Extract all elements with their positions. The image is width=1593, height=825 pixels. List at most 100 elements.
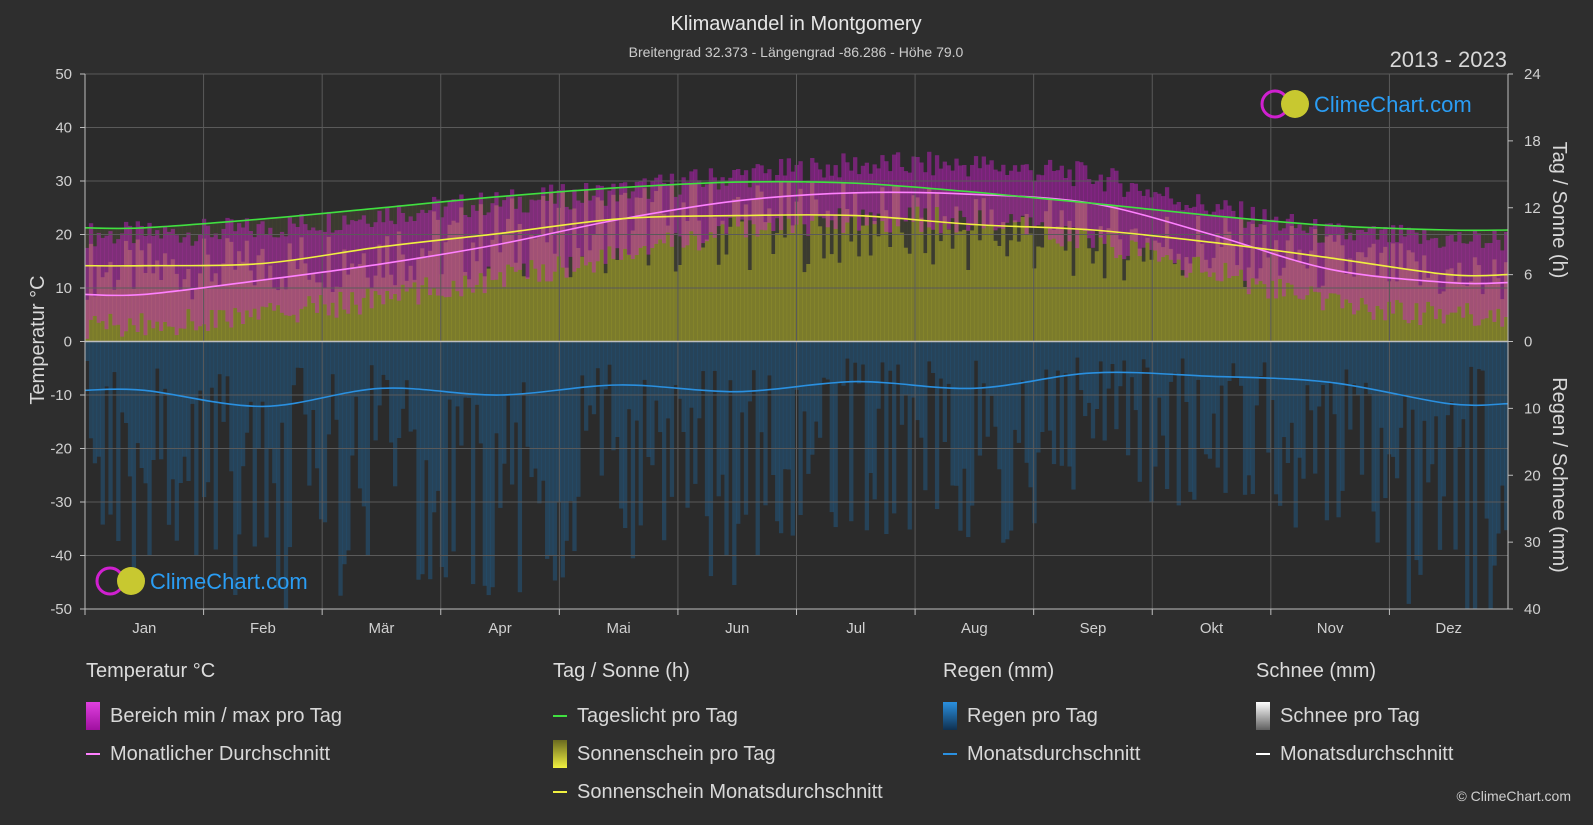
- daylight-bar: [330, 212, 335, 342]
- rain-bar: [981, 341, 986, 384]
- sunshine-bar: [817, 226, 823, 342]
- rain-bar: [626, 341, 632, 410]
- rain-bar: [474, 341, 480, 405]
- temp-range-bar: [307, 230, 312, 297]
- rain-bar: [911, 341, 916, 398]
- right-axis-top-label: Tag / Sonne (h): [1548, 142, 1570, 279]
- temp-range-bar: [1363, 232, 1369, 305]
- sunshine-bar: [322, 288, 328, 342]
- sunshine-bar: [537, 237, 542, 342]
- rain-bar: [587, 341, 593, 406]
- sunshine-bar: [1367, 247, 1372, 342]
- rain-bar: [541, 341, 546, 481]
- temp-range-bar: [1235, 218, 1240, 276]
- rain-bar: [307, 341, 312, 486]
- temp-range-bar: [194, 241, 199, 331]
- daylight-bar: [1122, 206, 1127, 342]
- rain-bar: [825, 341, 831, 380]
- sunshine-bar: [474, 261, 480, 342]
- temp-range-bar: [1242, 227, 1248, 281]
- rain-bar: [1453, 341, 1458, 550]
- temp-range-bar: [159, 238, 164, 331]
- temp-range-bar: [435, 199, 441, 296]
- sunshine-bar: [927, 188, 932, 342]
- sunshine-bar: [151, 273, 156, 342]
- rain-bar: [743, 341, 749, 515]
- sunshine-bar: [810, 182, 815, 342]
- rain-bar: [116, 341, 121, 541]
- sunshine-bar: [1032, 268, 1037, 342]
- daylight-bar: [315, 213, 320, 342]
- rain-bar: [591, 341, 597, 415]
- legend-label: Monatsdurchschnitt: [1280, 742, 1454, 765]
- temp-range-bar: [1055, 170, 1061, 244]
- rain-bar: [322, 341, 328, 523]
- sunshine-bar: [845, 209, 850, 342]
- sunshine-bar: [229, 241, 234, 342]
- temp-range-bar: [880, 155, 885, 222]
- temp-range-bar: [946, 165, 951, 230]
- temp-range-bar: [677, 194, 682, 237]
- rain-bar: [1328, 341, 1333, 382]
- temp-range-bar: [1028, 170, 1033, 218]
- temp-range-bar: [1125, 191, 1131, 256]
- rain-bar: [552, 341, 558, 581]
- daylight-bar: [392, 206, 398, 342]
- sunshine-bar: [315, 282, 320, 342]
- rain-bar: [642, 341, 647, 380]
- sunshine-bar: [1184, 257, 1189, 342]
- sunshine-bar: [1238, 218, 1244, 342]
- sunshine-bar: [1469, 281, 1474, 342]
- temp-range-bar: [123, 221, 129, 332]
- temp-range-bar: [431, 196, 437, 288]
- sunshine-bar: [198, 273, 203, 342]
- sunshine-bar: [1242, 287, 1248, 342]
- temp-range-bar: [174, 235, 179, 336]
- line-swatch-icon: [86, 753, 100, 755]
- rain-bar: [252, 341, 257, 547]
- chart-lines: [84, 180, 1509, 408]
- left-tick-label: 0: [64, 334, 72, 351]
- rain-bar: [817, 341, 823, 438]
- right-axis-bottom-label: Regen / Schnee (mm): [1548, 377, 1570, 573]
- rain-bar: [1242, 341, 1248, 495]
- temp-range-bar: [1437, 247, 1443, 310]
- temp-range-bar: [400, 213, 406, 285]
- temp-range-bar: [747, 187, 753, 221]
- temp-range-bar: [751, 168, 756, 225]
- rain-bar: [1375, 341, 1380, 543]
- temp-range-bar: [478, 192, 484, 274]
- rain-bar: [447, 341, 452, 400]
- temp-range-bar: [108, 231, 113, 314]
- rain-bar: [221, 341, 226, 422]
- sunshine-bar: [1465, 285, 1470, 342]
- rain-bar: [151, 341, 156, 460]
- sunshine-bar: [1012, 220, 1018, 342]
- sunshine-bar: [385, 236, 390, 342]
- rain-bar: [782, 341, 788, 470]
- daylight-bar: [1242, 218, 1248, 342]
- daylight-line: [84, 180, 1509, 232]
- temp-range-bar: [256, 224, 261, 320]
- rain-bar: [954, 341, 959, 486]
- temp-range-bar: [833, 165, 838, 229]
- sunshine-bar: [1492, 259, 1497, 342]
- rain-bar: [693, 341, 698, 484]
- temp-range-bar: [1227, 205, 1232, 279]
- temp-range-bar: [786, 158, 792, 219]
- sunshine-bar: [490, 239, 495, 342]
- rain-bar: [611, 341, 616, 451]
- temp-range-bar: [221, 228, 226, 311]
- temp-range-bar: [225, 217, 230, 322]
- sunshine-bar: [307, 279, 312, 342]
- temp-range-bar: [1192, 206, 1197, 258]
- chart-subtitle: Breitengrad 32.373 - Längengrad -86.286 …: [629, 44, 964, 60]
- month-label: Mai: [607, 620, 631, 637]
- rain-bar: [837, 341, 842, 382]
- temp-range-bar: [681, 177, 686, 248]
- rain-bar: [463, 341, 468, 398]
- sunshine-bar: [1071, 275, 1076, 342]
- rain-bar: [634, 341, 640, 421]
- temp-range-bar: [1402, 236, 1408, 320]
- rain-bar: [443, 341, 448, 578]
